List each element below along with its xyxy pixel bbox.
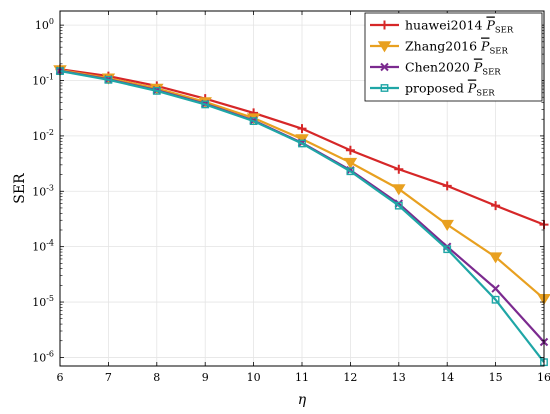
y-tick-exponent: -6 <box>46 349 54 358</box>
x-tick-label: 8 <box>153 371 160 384</box>
y-tick-base: 10 <box>32 351 46 364</box>
data-point-huawei2014 <box>491 201 501 211</box>
data-point-proposed <box>443 245 452 254</box>
data-point-huawei2014 <box>394 164 404 174</box>
legend-marker-proposed <box>380 84 389 92</box>
legend-subscript: SER <box>482 68 501 78</box>
legend-symbol: P <box>473 60 483 75</box>
y-tick-exponent: -5 <box>46 294 54 303</box>
x-tick-label: 12 <box>343 371 357 384</box>
y-tick-exponent: 0 <box>49 17 54 26</box>
legend-box <box>364 12 543 102</box>
legend-symbol: P <box>485 18 495 33</box>
x-tick-label: 15 <box>489 371 503 384</box>
legend-item-proposed: proposed PSER <box>370 81 495 99</box>
legend-subscript: SER <box>476 89 495 99</box>
x-tick-label: 7 <box>105 371 112 384</box>
legend-marker-zhang2016 <box>377 41 392 53</box>
legend-item-zhang2016: Zhang2016 PSER <box>370 39 508 57</box>
x-tick-label: 10 <box>247 371 261 384</box>
data-point-huawei2014 <box>345 145 355 155</box>
legend-label-zhang2016: Zhang2016 PSER <box>405 39 508 57</box>
legend-marker-chen2020 <box>380 62 389 72</box>
x-tick-label: 13 <box>392 371 406 384</box>
series-layer <box>53 64 550 367</box>
legend-subscript: SER <box>495 26 514 36</box>
y-tick-label: 10-3 <box>32 183 54 198</box>
data-point-chen2020 <box>491 284 500 293</box>
x-axis-label: η <box>298 392 307 408</box>
legend-series-name: Zhang2016 <box>405 39 481 54</box>
series-line-proposed <box>59 70 545 363</box>
data-point-zhang2016 <box>392 184 406 196</box>
data-point-proposed <box>201 100 210 109</box>
data-point-proposed <box>394 201 403 210</box>
y-tick-label: 100 <box>35 17 54 32</box>
legend-label-proposed: proposed PSER <box>405 81 495 99</box>
y-tick-base: 10 <box>32 185 46 198</box>
data-point-zhang2016 <box>440 219 454 231</box>
y-tick-exponent: -1 <box>46 73 54 82</box>
legend-marker-huawei2014 <box>380 20 389 30</box>
data-point-proposed <box>491 295 500 304</box>
x-tick-label: 14 <box>440 371 454 384</box>
data-point-proposed <box>298 139 306 148</box>
legend-symbol: P <box>467 81 477 96</box>
y-tick-exponent: -4 <box>46 239 54 248</box>
legend-series-name: proposed <box>405 81 468 96</box>
y-tick-label: 10-5 <box>32 294 54 309</box>
y-tick-exponent: -2 <box>46 128 54 137</box>
data-point-zhang2016 <box>488 252 503 264</box>
y-axis-label: SER <box>12 173 28 204</box>
legend-label-huawei2014: huawei2014 PSER <box>405 18 514 36</box>
y-tick-base: 10 <box>35 19 49 32</box>
x-tick-label: 6 <box>57 371 64 384</box>
y-tick-base: 10 <box>32 75 46 88</box>
x-tick-label: 11 <box>295 371 309 384</box>
data-point-proposed <box>346 167 355 176</box>
y-tick-label: 10-2 <box>32 128 54 143</box>
y-tick-label: 10-6 <box>32 349 54 364</box>
legend-series-name: Chen2020 <box>405 60 474 75</box>
legend-item-huawei2014: huawei2014 PSER <box>370 18 514 36</box>
x-tick-label: 9 <box>202 371 209 384</box>
data-point-huawei2014 <box>297 124 307 134</box>
legend-symbol: P <box>480 39 490 54</box>
y-tick-base: 10 <box>32 130 46 143</box>
legend-label-chen2020: Chen2020 PSER <box>405 60 501 78</box>
data-point-proposed <box>152 86 161 95</box>
legend-series-name: huawei2014 <box>405 18 486 33</box>
y-tick-base: 10 <box>32 296 46 309</box>
data-point-zhang2016 <box>343 157 358 169</box>
y-tick-label: 10-4 <box>32 239 54 254</box>
x-ticks: 6 7 8 9 10 11 12 13 14 15 16 <box>57 11 550 384</box>
y-tick-label: 10-1 <box>32 73 54 88</box>
data-point-huawei2014 <box>442 181 452 191</box>
data-point-proposed <box>104 75 113 84</box>
legend-subscript: SER <box>489 47 508 57</box>
legend-item-chen2020: Chen2020 PSER <box>370 60 501 78</box>
x-tick-label: 16 <box>537 371 550 384</box>
y-tick-exponent: -3 <box>46 183 54 192</box>
data-point-chen2020 <box>394 199 404 208</box>
data-point-proposed <box>249 117 258 126</box>
y-tick-base: 10 <box>32 241 46 254</box>
